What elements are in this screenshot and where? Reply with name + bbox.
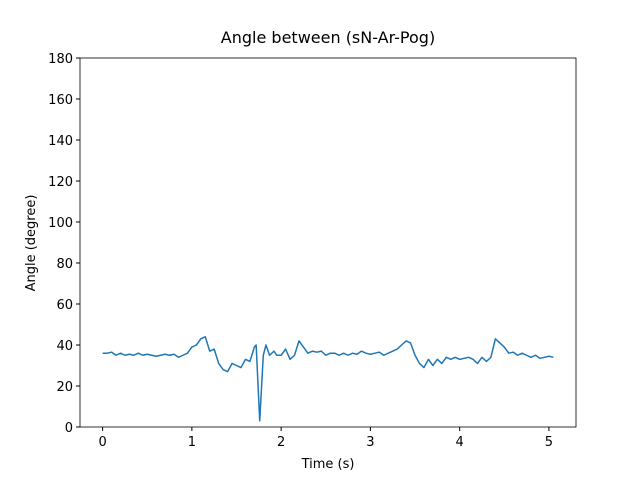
data-line xyxy=(102,336,554,422)
y-axis-label: Angle (degree) xyxy=(24,195,39,292)
y-tick-label: 40 xyxy=(56,339,73,354)
y-tick-label: 100 xyxy=(48,216,73,231)
y-tick-label: 60 xyxy=(56,298,73,313)
x-tick-label: 1 xyxy=(188,435,196,450)
y-tick-label: 140 xyxy=(48,134,73,149)
plot-frame xyxy=(79,57,577,428)
x-tick-label: 4 xyxy=(456,435,464,450)
x-tick-label: 0 xyxy=(98,435,106,450)
y-tick-label: 120 xyxy=(48,175,73,190)
x-tick-label: 2 xyxy=(277,435,285,450)
y-tick-label: 180 xyxy=(48,52,73,67)
y-tick-label: 80 xyxy=(56,257,73,272)
y-tick-label: 160 xyxy=(48,93,73,108)
chart-title: Angle between (sN-Ar-Pog) xyxy=(221,28,435,47)
y-tick-label: 0 xyxy=(65,421,73,436)
x-axis-label: Time (s) xyxy=(301,457,355,472)
y-tick-label: 20 xyxy=(56,380,73,395)
x-tick-label: 5 xyxy=(545,435,553,450)
x-tick-label: 3 xyxy=(366,435,374,450)
